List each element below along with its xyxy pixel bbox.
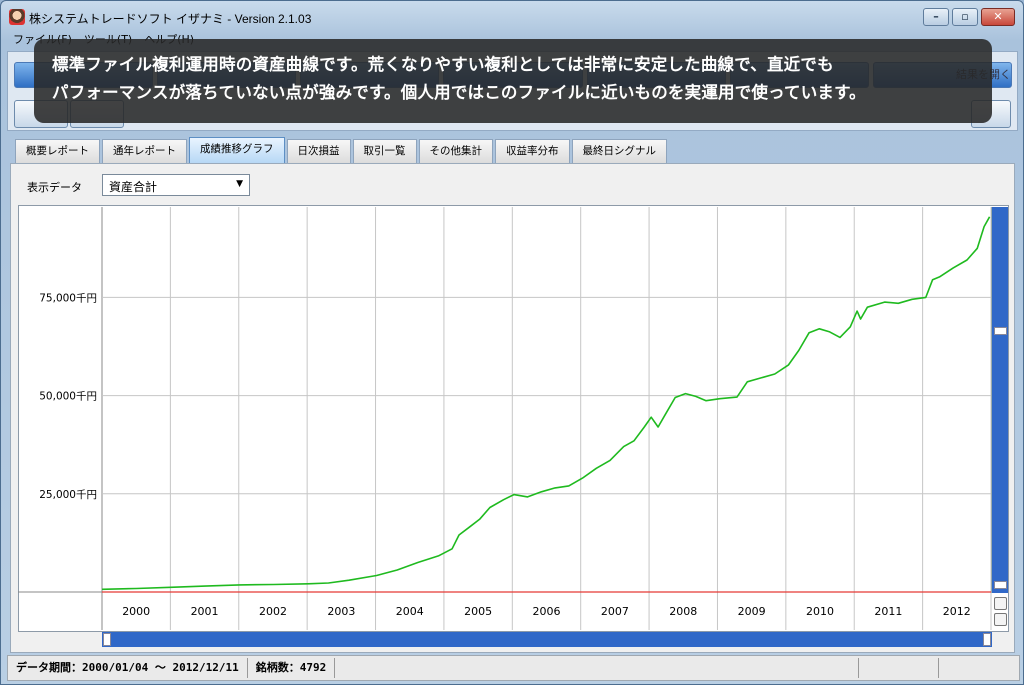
x-tick-label: 2010: [806, 605, 834, 618]
horizontal-scrollbar[interactable]: [102, 632, 992, 647]
symbol-count-text: 銘柄数：4792: [255, 661, 327, 674]
x-tick-label: 2003: [327, 605, 355, 618]
status-data-period: データ期間：2000/01/04 〜 2012/12/11: [8, 658, 248, 678]
minimize-button[interactable]: –: [923, 8, 949, 26]
x-tick-label: 2000: [122, 605, 150, 618]
tab-summary-report[interactable]: 概要レポート: [15, 139, 100, 163]
tab-trade-list[interactable]: 取引一覧: [352, 139, 417, 163]
vertical-scroll-handle-bottom[interactable]: [994, 581, 1007, 589]
chart-frame: [18, 205, 1009, 632]
status-empty: [859, 658, 939, 678]
caption-line-1: 標準ファイル複利運用時の資産曲線です。荒くなりやすい複利としては非常に安定した曲…: [52, 55, 834, 74]
x-tick-label: 2001: [191, 605, 219, 618]
title-bar[interactable]: 株システムトレードソフト イザナミ - Version 2.1.03 – ▫ ✕: [1, 1, 1023, 31]
x-tick-label: 2006: [533, 605, 561, 618]
x-tick-label: 2002: [259, 605, 287, 618]
horizontal-scroll-handle-right[interactable]: [983, 633, 991, 646]
y-tick-label: 50,000千円: [39, 391, 97, 403]
tab-return-distribution[interactable]: 収益率分布: [495, 139, 570, 163]
toggle-checkbox[interactable]: [994, 597, 1007, 610]
x-tick-label: 2012: [943, 605, 971, 618]
minimize-icon: –: [933, 10, 939, 23]
horizontal-scroll-handle-left[interactable]: [103, 633, 111, 646]
status-empty: [939, 658, 1019, 678]
window-controls: – ▫ ✕: [923, 8, 1015, 26]
y-tick-label: 25,000千円: [39, 489, 97, 501]
x-tick-label: 2005: [464, 605, 492, 618]
vertical-scroll-handle-top[interactable]: [994, 327, 1007, 335]
display-data-value: 資産合計: [109, 180, 158, 194]
x-tick-label: 2011: [874, 605, 902, 618]
status-empty: [335, 658, 859, 678]
x-tick-label: 2004: [396, 605, 424, 618]
y-tick-label: 75,000千円: [39, 292, 97, 304]
maximize-button[interactable]: ▫: [952, 8, 978, 26]
toggle-checkbox[interactable]: [994, 613, 1007, 626]
vertical-scrollbar[interactable]: [991, 207, 1008, 593]
tab-performance-graph[interactable]: 成績推移グラフ: [189, 137, 285, 163]
display-data-select[interactable]: 資産合計 ▼: [102, 174, 250, 196]
x-tick-label: 2007: [601, 605, 629, 618]
tab-last-day-signal[interactable]: 最終日シグナル: [571, 139, 667, 163]
close-icon: ✕: [993, 10, 1003, 23]
maximize-icon: ▫: [961, 10, 969, 23]
x-tick-label: 2008: [669, 605, 697, 618]
x-tick-label: 2009: [738, 605, 766, 618]
display-data-label: 表示データ: [27, 181, 82, 194]
series-line-asset-total: [101, 216, 991, 591]
tab-bar: 概要レポート 通年レポート 成績推移グラフ 日次損益 取引一覧 その他集計 収益…: [15, 137, 669, 163]
equity-curve-chart: 2000 2001 2002 2003 2004 2005 2006 2007 2008 2009…: [18, 207, 992, 630]
caption-line-2: パフォーマンスが落ちていない点が強みです。個人用ではこのファイルに近いものを実運…: [52, 83, 866, 102]
window-title: 株システムトレードソフト イザナミ - Version 2.1.03: [29, 12, 312, 26]
status-bar: データ期間：2000/01/04 〜 2012/12/11 銘柄数：4792: [7, 655, 1020, 681]
overlay-caption: 標準ファイル複利運用時の資産曲線です。荒くなりやすい複利としては非常に安定した曲…: [34, 39, 992, 123]
data-period-text: データ期間：2000/01/04 〜 2012/12/11: [16, 661, 239, 674]
tab-daily-pnl[interactable]: 日次損益: [286, 139, 351, 163]
chevron-down-icon: ▼: [236, 179, 243, 189]
tab-other-stats[interactable]: その他集計: [418, 139, 493, 163]
tab-annual-report[interactable]: 通年レポート: [102, 139, 187, 163]
close-button[interactable]: ✕: [981, 8, 1015, 26]
status-symbol-count: 銘柄数：4792: [248, 658, 336, 678]
app-logo-icon: [9, 9, 25, 25]
